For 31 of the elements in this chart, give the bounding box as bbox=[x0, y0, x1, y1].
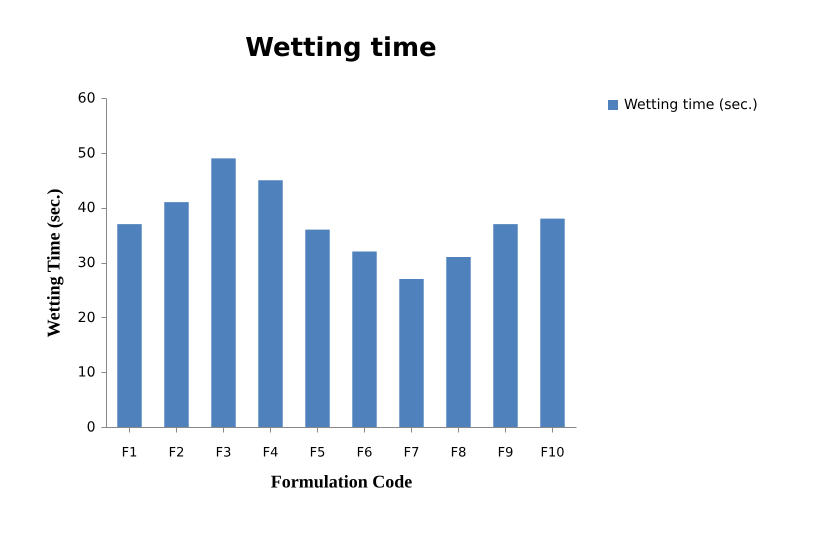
x-tick-label: F7 bbox=[404, 446, 420, 460]
bar bbox=[164, 202, 189, 427]
y-tick-label: 0 bbox=[86, 420, 96, 436]
bar bbox=[117, 224, 142, 427]
x-tick-label: F1 bbox=[122, 446, 138, 460]
y-tick-label: 50 bbox=[78, 145, 96, 162]
y-tick-label: 30 bbox=[78, 255, 96, 271]
y-axis-title: Wetting Time (sec.) bbox=[44, 188, 64, 338]
y-tick-label: 40 bbox=[78, 200, 96, 216]
y-tick-label: 10 bbox=[78, 364, 96, 381]
bar bbox=[305, 230, 330, 427]
x-tick-label: F8 bbox=[450, 446, 466, 460]
x-tick-label: F2 bbox=[168, 446, 184, 460]
x-tick-label: F4 bbox=[262, 446, 278, 460]
y-tick-label: 20 bbox=[78, 310, 96, 326]
x-tick-label: F3 bbox=[216, 446, 232, 460]
chart-title: Wetting time bbox=[245, 33, 437, 63]
bar bbox=[211, 158, 236, 427]
x-tick-label: F10 bbox=[540, 446, 565, 460]
bar bbox=[258, 180, 283, 427]
y-tick-label: 60 bbox=[78, 90, 96, 106]
x-tick-label: F9 bbox=[498, 446, 514, 460]
legend-label: Wetting time (sec.) bbox=[624, 97, 758, 113]
x-tick-label: F6 bbox=[356, 446, 372, 460]
bar bbox=[399, 278, 424, 427]
x-tick-label: F5 bbox=[310, 446, 326, 460]
bar bbox=[540, 218, 565, 427]
bar bbox=[446, 257, 471, 427]
bar bbox=[352, 252, 377, 427]
x-axis-title: Formulation Code bbox=[270, 472, 412, 492]
bar bbox=[493, 224, 518, 427]
